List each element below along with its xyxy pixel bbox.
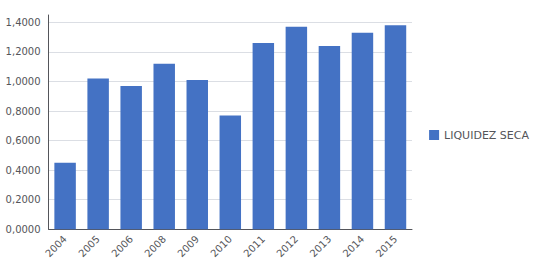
svg-text:2011: 2011 <box>241 233 267 259</box>
svg-text:0,2000: 0,2000 <box>6 194 41 205</box>
svg-text:0,8000: 0,8000 <box>6 106 41 117</box>
svg-text:2012: 2012 <box>275 233 301 259</box>
svg-text:1,2000: 1,2000 <box>6 46 41 57</box>
svg-text:2010: 2010 <box>208 233 234 259</box>
svg-text:0,0000: 0,0000 <box>6 224 41 235</box>
svg-text:2009: 2009 <box>175 233 201 259</box>
svg-text:LIQUIDEZ SECA: LIQUIDEZ SECA <box>444 129 529 142</box>
svg-text:2005: 2005 <box>76 233 102 259</box>
svg-text:2014: 2014 <box>341 233 367 259</box>
svg-text:2006: 2006 <box>109 233 135 259</box>
svg-text:2013: 2013 <box>308 233 334 259</box>
svg-text:2004: 2004 <box>43 233 69 259</box>
svg-text:2008: 2008 <box>142 233 168 259</box>
svg-text:0,6000: 0,6000 <box>6 135 41 146</box>
svg-text:2015: 2015 <box>374 233 400 259</box>
svg-text:1,0000: 1,0000 <box>6 76 41 87</box>
svg-text:0,4000: 0,4000 <box>6 165 41 176</box>
svg-text:1,4000: 1,4000 <box>6 17 41 28</box>
